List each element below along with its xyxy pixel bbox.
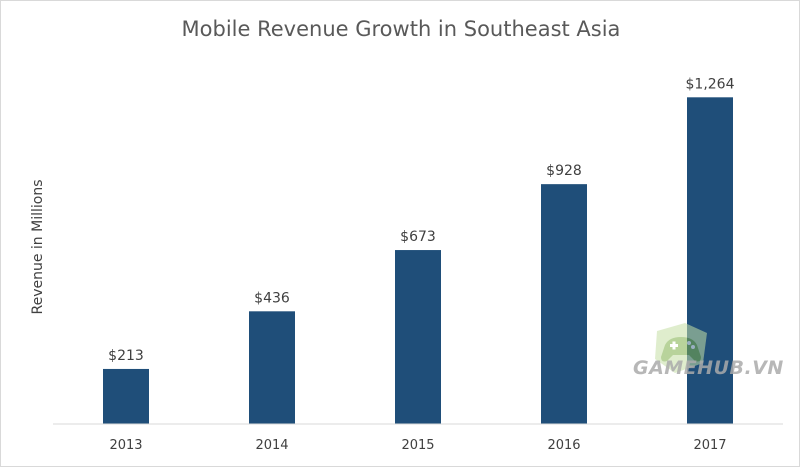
watermark-text: GAMEHUB.VN [633, 357, 784, 379]
data-label-2013: $213 [108, 348, 144, 364]
bar-2016 [541, 184, 587, 424]
data-label-2014: $436 [254, 290, 290, 306]
bar-2014 [249, 311, 295, 424]
x-tick-label-2013: 2013 [109, 438, 142, 453]
x-tick-label-2016: 2016 [547, 438, 580, 453]
x-tick-label-2017: 2017 [693, 438, 726, 453]
data-label-2016: $928 [546, 163, 582, 179]
x-tick-label-2015: 2015 [401, 438, 434, 453]
data-label-2017: $1,264 [686, 76, 735, 92]
data-label-2015: $673 [400, 229, 436, 245]
bar-2017 [687, 97, 733, 424]
watermark: GAMEHUB.VN [633, 319, 793, 399]
bar-2013 [103, 368, 149, 424]
bar-2015 [395, 250, 441, 424]
x-tick-label-2014: 2014 [255, 438, 288, 453]
chart-title: Mobile Revenue Growth in Southeast Asia [181, 17, 621, 41]
gamepad-icon [655, 323, 707, 373]
